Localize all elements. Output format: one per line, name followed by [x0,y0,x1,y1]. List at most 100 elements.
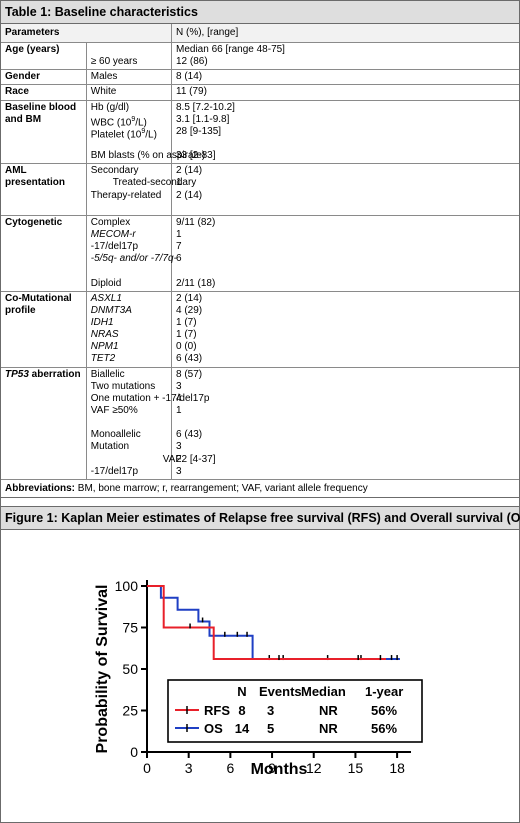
sub-item-label: -5/5q- and/or -7/7q- [90,253,177,265]
sub-item: Two mutations [91,381,168,393]
row-label-text: Age (years) [5,44,60,55]
legend-header: Median [301,684,346,699]
value-cell: 2 (14) [176,292,203,304]
sub-item-label: ≥ 60 years [90,56,138,68]
sub-item-label: One mutation + -17/del17p [90,392,210,404]
row-label-text: Cytogenetic [5,216,63,228]
value-cell: 12 (86) [176,56,208,68]
value-cell: 8 (14) [176,71,203,83]
sub-item-label: NPM1 [90,341,119,353]
value-cell: 33 [2-83] [176,150,216,162]
value-cell: 1 [176,177,182,189]
row-values: 8 (57) 3 4 1 6 (43) 3 22 [4-37] 3 [171,367,519,480]
legend-header: 1-year [365,684,403,699]
rfs-legend-median: NR [319,703,338,718]
km-figure: 0 25 50 75 100 0 3 6 9 12 15 18 Months Probability of… [1,530,519,785]
sub-item-label: Treated-secondary [112,177,197,189]
km-chart: 0 25 50 75 100 0 3 6 9 12 15 18 Months Probability of… [94,578,423,778]
sub-item-label: Platelet (10 [90,129,142,141]
sub-item: -17/del17p [91,241,168,253]
row-values: 9/11 (82) 1 7 6 2/11 (18) [171,215,519,292]
value-cell: 28 [9-135] [176,125,222,137]
os-legend-median: NR [319,721,338,736]
row-values: 2 (14) 4 (29) 1 (7) 1 (7) 0 (0) 6 (43) [171,291,519,368]
sub-item: WBC (109/L) [91,114,168,128]
rfs-legend-name: RFS [204,703,230,718]
value-cell [176,202,516,214]
row-label-text: Gender [5,71,41,83]
x-axis-title: Months [251,761,308,778]
os-legend-name: OS [204,721,223,736]
sub-item: Monoallelic [91,429,168,441]
sub-item: Mutation [91,441,168,453]
rfs-legend-one-year: 56% [371,703,397,718]
row-label: Age (years) [1,42,87,71]
row-label-text: TP53 [5,368,29,380]
y-tick-label: 75 [122,619,138,635]
legend-header: N [237,684,246,699]
row-label: Co-Mutational profile [1,291,87,368]
sub-item-label: VAF [162,453,182,465]
os-legend-one-year: 56% [371,721,397,736]
table-row: Age (years) ≥ 60 years Median 66 [range 48… [1,42,519,71]
x-tick-label: 0 [143,760,151,776]
legend-header: Events [259,684,302,699]
y-tick-label: 100 [115,578,139,594]
row-subcategories: White [86,84,173,101]
row-label-text: Co-Mutational profile [5,292,72,316]
figure-title: Figure 1: Kaplan Meier estimates of Rela… [1,506,520,530]
row-label-text: AML presentation [5,165,66,189]
sub-item-label: Biallelic [90,368,125,380]
x-tick-label: 12 [306,760,322,776]
value-cell: 1 (7) [176,329,197,341]
value-cell: 1 [176,404,182,416]
sub-item-label: VAF ≥50% [90,404,138,416]
value-cell: 2/11 (18) [176,277,216,289]
value-cell: 3 [176,465,182,477]
row-label: AML presentation [1,163,87,216]
value-cell [176,265,516,277]
sub-item-label: Two mutations [90,380,156,392]
rfs-legend-events: 3 [267,703,274,718]
sub-item-label: IDH1 [90,316,114,328]
sub-item [91,265,168,277]
value-cell [176,417,516,429]
value-cell: 22 [4-37] [176,453,216,465]
value-cell: 4 [176,392,182,404]
row-label: Cytogenetic [1,215,87,292]
sub-item: Biallelic [91,369,168,381]
sub-item-label: White [90,86,117,98]
value-cell: 1 (7) [176,316,197,328]
sub-item: ASXL1 [91,293,168,305]
row-subcategories: Hb (g/dl) WBC (109/L) Platelet (109/L) BM b… [86,100,205,165]
sub-item: Secondary [91,165,168,177]
sub-item: IDH1 [91,317,168,329]
sub-item: ≥ 60 years [91,56,168,68]
row-label: Race [1,84,87,101]
sub-item-label: Therapy-related [90,189,162,201]
sub-item: Therapy-related [91,190,168,202]
value-cell: 2 (14) [176,165,203,177]
abbreviations-text: BM, bone marrow; r, rearrangement; VAF, … [75,482,368,494]
value-cell: 6 (43) [176,353,203,365]
row-label: Baseline blood and BM [1,100,87,165]
row-label: TP53 aberration [1,367,87,480]
row-subcategories: Males [86,69,173,86]
y-tick-label: 50 [122,661,138,677]
sub-item: Treated-secondary [91,177,197,189]
sub-item-label: Diploid [90,277,122,289]
table-row: Co-Mutational profile ASXL1 DNMT3A IDH1 NRAS… [1,291,519,368]
value-cell: 1 [176,229,182,240]
sub-item: TET2 [91,353,168,365]
row-label-text: Race [5,86,29,98]
sub-item [91,202,168,214]
sub-item-label: ASXL1 [90,292,122,304]
table-row: TP53 aberration Biallelic Two mutations One… [1,367,519,480]
sub-item: VAF ≥50% [91,405,168,417]
value-cell: 6 [176,253,182,265]
y-axis-title: Probability of Survival [94,584,111,753]
rfs-legend-n: 8 [238,703,245,718]
header-parameters: Parameters [1,24,172,43]
value-cell: 3.1 [1.1-9.8] [176,113,230,125]
